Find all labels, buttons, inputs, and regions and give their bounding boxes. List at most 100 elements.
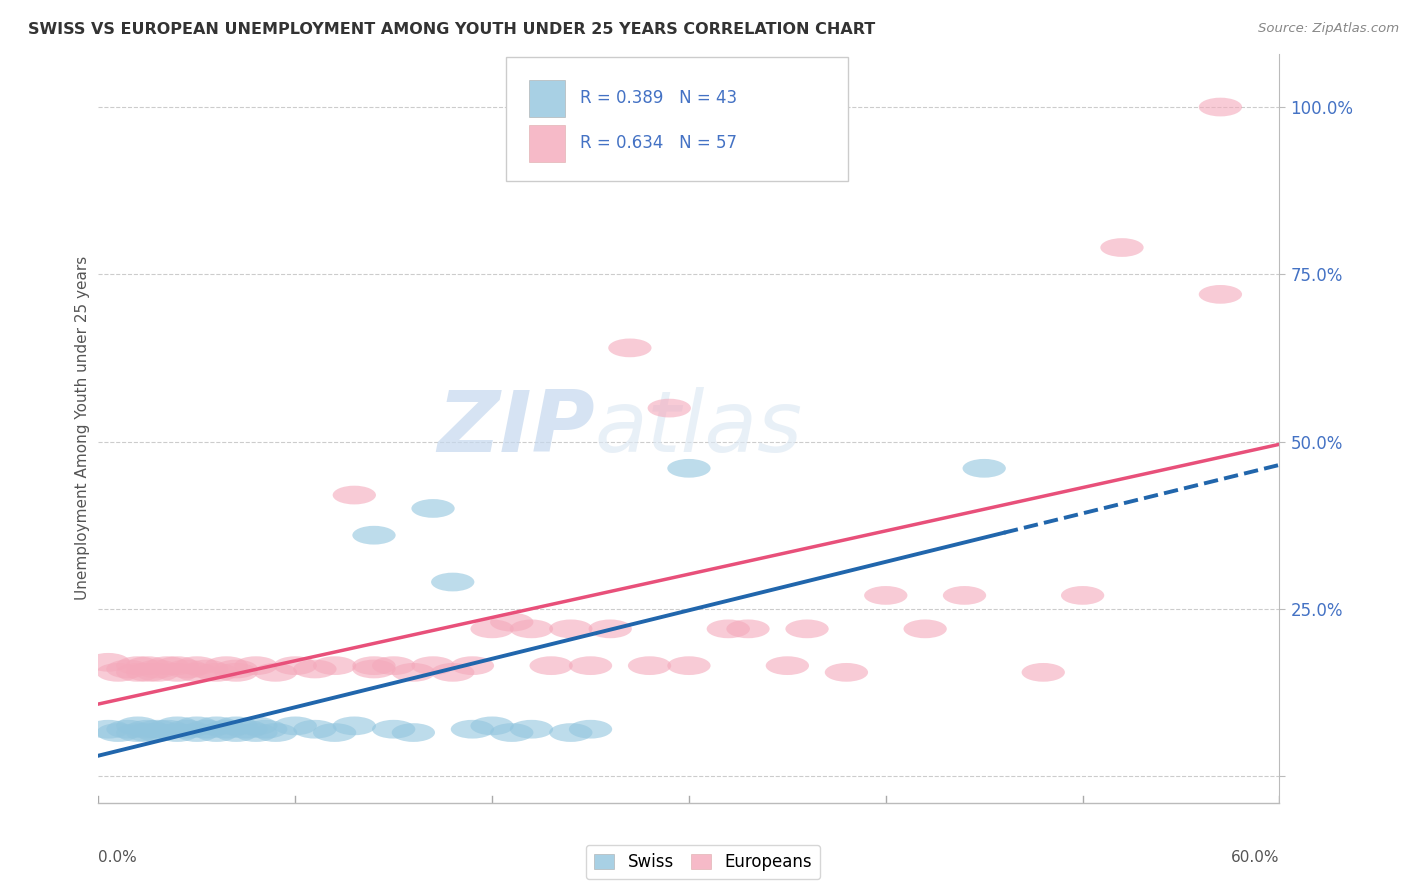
Ellipse shape [176,663,218,681]
Ellipse shape [963,459,1005,478]
Ellipse shape [392,723,434,742]
Ellipse shape [205,657,247,675]
Ellipse shape [166,720,208,739]
Ellipse shape [550,620,592,639]
Ellipse shape [176,657,218,675]
Ellipse shape [412,500,454,518]
Ellipse shape [314,657,356,675]
Ellipse shape [1199,285,1241,304]
Ellipse shape [195,723,238,742]
Ellipse shape [245,720,287,739]
Ellipse shape [786,620,828,639]
Ellipse shape [432,663,474,681]
Ellipse shape [136,723,179,742]
Ellipse shape [353,657,395,675]
Text: 60.0%: 60.0% [1232,849,1279,864]
Ellipse shape [186,720,228,739]
Ellipse shape [176,716,218,735]
Ellipse shape [530,657,572,675]
Y-axis label: Unemployment Among Youth under 25 years: Unemployment Among Youth under 25 years [75,256,90,600]
Ellipse shape [550,723,592,742]
Ellipse shape [156,657,198,675]
Ellipse shape [107,720,149,739]
Text: SWISS VS EUROPEAN UNEMPLOYMENT AMONG YOUTH UNDER 25 YEARS CORRELATION CHART: SWISS VS EUROPEAN UNEMPLOYMENT AMONG YOU… [28,22,876,37]
Ellipse shape [825,663,868,681]
Ellipse shape [727,620,769,639]
FancyBboxPatch shape [530,125,565,162]
Ellipse shape [668,657,710,675]
Ellipse shape [136,660,179,679]
Ellipse shape [373,657,415,675]
Ellipse shape [87,720,129,739]
Ellipse shape [176,723,218,742]
Ellipse shape [146,657,188,675]
Ellipse shape [491,613,533,632]
Ellipse shape [127,723,169,742]
Ellipse shape [215,716,257,735]
Ellipse shape [215,660,257,679]
Ellipse shape [569,720,612,739]
Ellipse shape [904,620,946,639]
Ellipse shape [569,657,612,675]
Ellipse shape [254,663,297,681]
Ellipse shape [373,720,415,739]
Ellipse shape [235,716,277,735]
Ellipse shape [1199,98,1241,117]
Ellipse shape [707,620,749,639]
Ellipse shape [117,716,159,735]
Text: ZIP: ZIP [437,386,595,470]
Ellipse shape [117,663,159,681]
Ellipse shape [186,660,228,679]
Ellipse shape [1022,663,1064,681]
Ellipse shape [766,657,808,675]
Text: atlas: atlas [595,386,803,470]
Ellipse shape [107,660,149,679]
Ellipse shape [156,723,198,742]
Ellipse shape [235,657,277,675]
Text: Source: ZipAtlas.com: Source: ZipAtlas.com [1258,22,1399,36]
Ellipse shape [471,716,513,735]
Ellipse shape [294,660,336,679]
Ellipse shape [205,720,247,739]
Ellipse shape [333,486,375,505]
Ellipse shape [225,720,267,739]
Ellipse shape [97,723,139,742]
Ellipse shape [510,620,553,639]
Ellipse shape [589,620,631,639]
Ellipse shape [117,657,159,675]
Ellipse shape [274,657,316,675]
Ellipse shape [865,586,907,605]
Text: 0.0%: 0.0% [98,849,138,864]
Ellipse shape [1062,586,1104,605]
Ellipse shape [97,663,139,681]
Ellipse shape [195,716,238,735]
Ellipse shape [392,663,434,681]
Ellipse shape [491,723,533,742]
Ellipse shape [451,720,494,739]
Ellipse shape [136,720,179,739]
Ellipse shape [333,716,375,735]
Ellipse shape [117,723,159,742]
Ellipse shape [156,716,198,735]
Ellipse shape [609,339,651,358]
FancyBboxPatch shape [506,57,848,181]
Ellipse shape [127,663,169,681]
Ellipse shape [510,720,553,739]
Ellipse shape [87,653,129,672]
Ellipse shape [215,663,257,681]
Ellipse shape [156,663,198,681]
Ellipse shape [353,526,395,544]
Ellipse shape [136,663,179,681]
Ellipse shape [648,399,690,417]
Ellipse shape [235,723,277,742]
Ellipse shape [254,723,297,742]
Ellipse shape [127,657,169,675]
Ellipse shape [215,723,257,742]
Ellipse shape [668,459,710,478]
Ellipse shape [943,586,986,605]
Ellipse shape [294,720,336,739]
Ellipse shape [451,657,494,675]
Ellipse shape [166,660,208,679]
Ellipse shape [146,720,188,739]
Ellipse shape [412,657,454,675]
